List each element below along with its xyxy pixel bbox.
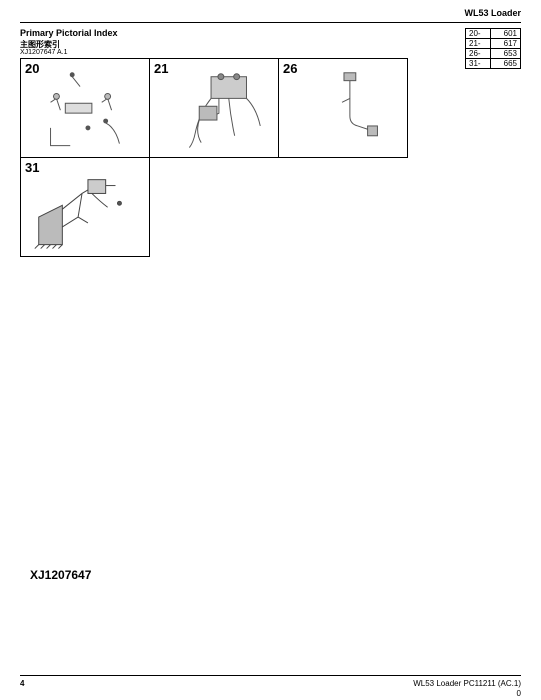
title-english: Primary Pictorial Index xyxy=(20,28,118,38)
ref-cell-b: 665 xyxy=(491,58,521,69)
ref-cell-a: 26- xyxy=(465,48,491,58)
thumb-20[interactable]: 20 xyxy=(20,58,150,158)
thumb-art-icon xyxy=(21,59,149,157)
thumbnail-grid: 20 xyxy=(20,58,408,257)
thumb-art-icon xyxy=(150,59,278,157)
title-code: XJ1207647 A.1 xyxy=(20,49,68,56)
thumb-31[interactable]: 31 xyxy=(20,157,150,257)
footer-page-number: 4 xyxy=(20,679,24,688)
header-rule xyxy=(20,22,521,23)
reference-table: 20- 601 21- 617 26- 653 31- 665 xyxy=(465,28,521,69)
footer-right-sub: 0 xyxy=(517,689,521,698)
ref-row: 20- 601 xyxy=(465,28,521,38)
page: WL53 Loader Primary Pictorial Index 主图形索… xyxy=(0,0,541,700)
thumb-26[interactable]: 26 xyxy=(278,58,408,158)
ref-cell-b: 617 xyxy=(491,38,521,48)
ref-cell-a: 20- xyxy=(465,28,491,38)
ref-cell-a: 31- xyxy=(465,58,491,69)
ref-cell-a: 21- xyxy=(465,38,491,48)
footer-rule xyxy=(20,675,521,676)
thumb-21[interactable]: 21 xyxy=(149,58,279,158)
ref-cell-b: 653 xyxy=(491,48,521,58)
header-product: WL53 Loader xyxy=(464,8,521,18)
ref-row: 26- 653 xyxy=(465,48,521,58)
thumb-row: 20 xyxy=(20,58,408,158)
thumb-art-icon xyxy=(279,59,407,157)
ref-row: 21- 617 xyxy=(465,38,521,48)
ref-row: 31- 665 xyxy=(465,58,521,69)
thumb-art-icon xyxy=(21,158,149,256)
ref-cell-b: 601 xyxy=(491,28,521,38)
footer-right: WL53 Loader PC11211 (AC.1) xyxy=(413,679,521,688)
drawing-code: XJ1207647 xyxy=(30,568,91,582)
thumb-row: 31 xyxy=(20,158,408,257)
